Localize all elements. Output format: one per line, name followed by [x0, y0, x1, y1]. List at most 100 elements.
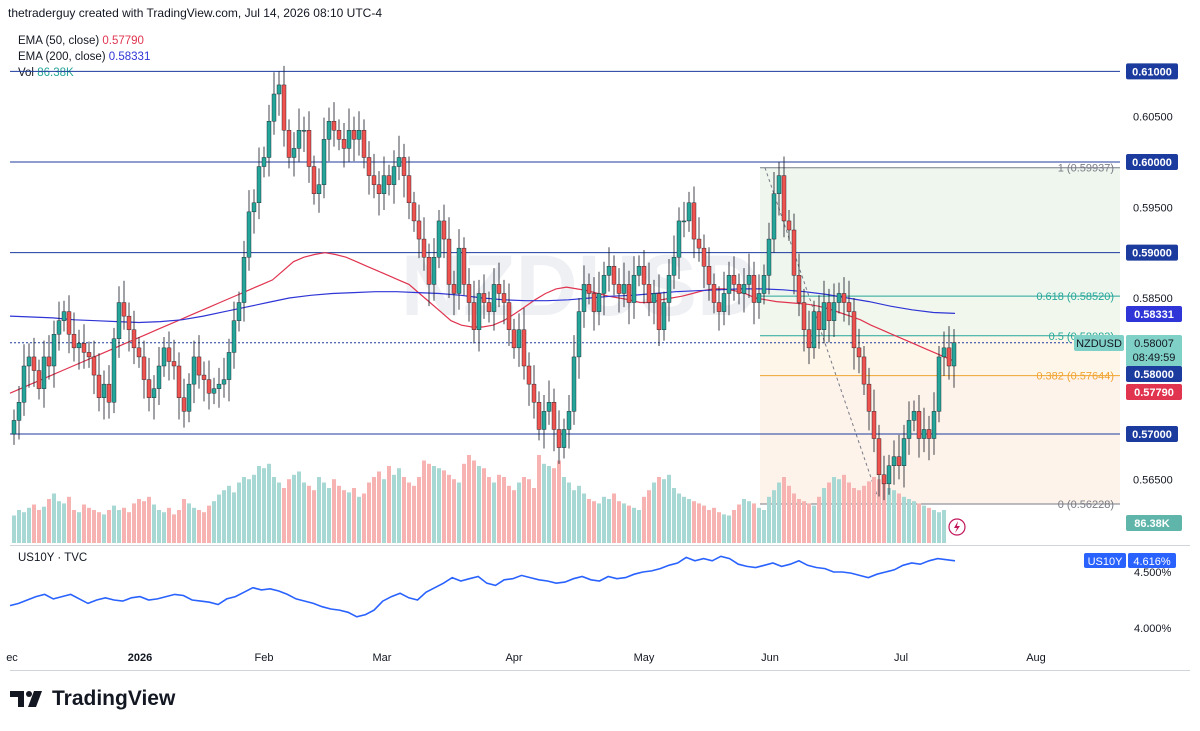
volume-bar — [767, 496, 771, 543]
candle-body — [36, 370, 42, 389]
candle-body — [436, 220, 442, 258]
candle-body — [126, 315, 132, 330]
candle-body — [886, 465, 892, 485]
tradingview-wordmark: TradingView — [52, 687, 176, 710]
last-price-badge — [1126, 335, 1182, 367]
candle-body — [476, 293, 482, 330]
volume-bar — [242, 477, 246, 543]
price-tick: 0.60000 — [1132, 157, 1172, 169]
candle-body — [91, 356, 97, 376]
candle-body — [96, 374, 102, 398]
volume-bar — [262, 468, 266, 543]
candle-body — [451, 284, 457, 294]
volume-bar — [527, 479, 531, 543]
volume-bar — [292, 474, 296, 543]
time-tick: Aug — [1026, 652, 1046, 664]
candle-body — [876, 438, 882, 476]
tradingview-logo[interactable]: TradingView — [10, 687, 175, 711]
time-tick: Jun — [761, 652, 779, 664]
volume-bar — [187, 503, 191, 543]
volume-bar — [362, 493, 366, 543]
volume-bar — [772, 490, 776, 543]
candle-body — [131, 329, 137, 349]
chart-credit: thetraderguy created with TradingView.co… — [8, 6, 382, 20]
candle-body — [861, 356, 867, 385]
candle-body — [101, 383, 107, 398]
volume-bar — [912, 501, 916, 543]
volume-bar — [167, 507, 171, 543]
us10y-legend[interactable]: US10Y · TVC — [18, 552, 88, 564]
legend-ema200[interactable]: EMA (200, close) 0.58331 — [18, 51, 150, 63]
time-tick: Apr — [505, 652, 522, 664]
volume-bar — [502, 477, 506, 543]
volume-bar — [577, 485, 581, 543]
candle-body — [376, 184, 382, 194]
volume-bar — [612, 493, 616, 543]
candle-body — [186, 383, 192, 412]
candle-body — [521, 329, 527, 367]
price-tick-box — [1126, 244, 1178, 261]
volume-bar — [722, 514, 726, 543]
candle-body — [906, 420, 912, 439]
candle-body — [501, 293, 507, 303]
volume-bar — [517, 482, 521, 543]
legend-volume-value: 86.38K — [37, 67, 74, 79]
price-tick-box — [1126, 63, 1178, 80]
candle-body — [406, 175, 412, 204]
volume-bar — [197, 510, 201, 543]
volume-bar — [327, 488, 331, 543]
candle-body — [826, 302, 832, 321]
volume-bar — [17, 510, 21, 543]
volume-bar — [407, 482, 411, 543]
candle-body — [946, 347, 952, 367]
volume-bar — [342, 490, 346, 543]
candle-body — [271, 93, 277, 122]
volume-bar — [827, 482, 831, 543]
volume-bar — [32, 504, 36, 543]
volume-bar — [42, 506, 46, 543]
candle-body — [281, 84, 287, 131]
volume-bar — [297, 471, 301, 543]
time-tick: 2026 — [128, 652, 152, 664]
candle-body — [416, 220, 422, 240]
volume-badge-text: 86.38K — [1134, 518, 1170, 530]
fib-level-label-0: 1 (0.59937) — [1058, 163, 1114, 175]
candle-body — [231, 320, 237, 353]
volume-bar — [762, 510, 766, 543]
candle-body — [706, 266, 712, 285]
candle-body — [471, 302, 477, 330]
volume-bar — [147, 496, 151, 543]
volume-bar — [107, 510, 111, 543]
fib-trend-line — [764, 167, 881, 505]
symbol-badge — [1074, 335, 1124, 351]
candle-body — [926, 429, 932, 439]
volume-bar — [747, 501, 751, 543]
candle-body — [161, 347, 167, 367]
legend-ema50[interactable]: EMA (50, close) 0.57790 — [18, 35, 144, 47]
candle-body — [621, 284, 627, 294]
volume-bar — [137, 499, 141, 543]
candle-body — [591, 293, 597, 312]
candle-body — [661, 302, 667, 330]
candle-body — [256, 166, 262, 204]
candle-body — [846, 302, 852, 312]
volume-bar — [462, 463, 466, 543]
legend-volume[interactable]: Vol 86.38K — [18, 67, 74, 79]
candle-body — [26, 356, 32, 367]
candle-body — [391, 166, 397, 185]
volume-bar — [237, 482, 241, 543]
candle-body — [586, 284, 592, 294]
lightning-glyph — [954, 521, 960, 533]
candle-body — [111, 338, 117, 403]
volume-bar — [317, 477, 321, 543]
candle-body — [671, 257, 677, 276]
volume-bar — [787, 485, 791, 543]
volume-bar — [742, 499, 746, 543]
candle-body — [16, 402, 22, 421]
candle-body — [236, 302, 242, 321]
volume-bar — [457, 482, 461, 543]
volume-bar — [392, 474, 396, 543]
volume-bar — [432, 466, 436, 543]
candle-body — [331, 120, 337, 131]
